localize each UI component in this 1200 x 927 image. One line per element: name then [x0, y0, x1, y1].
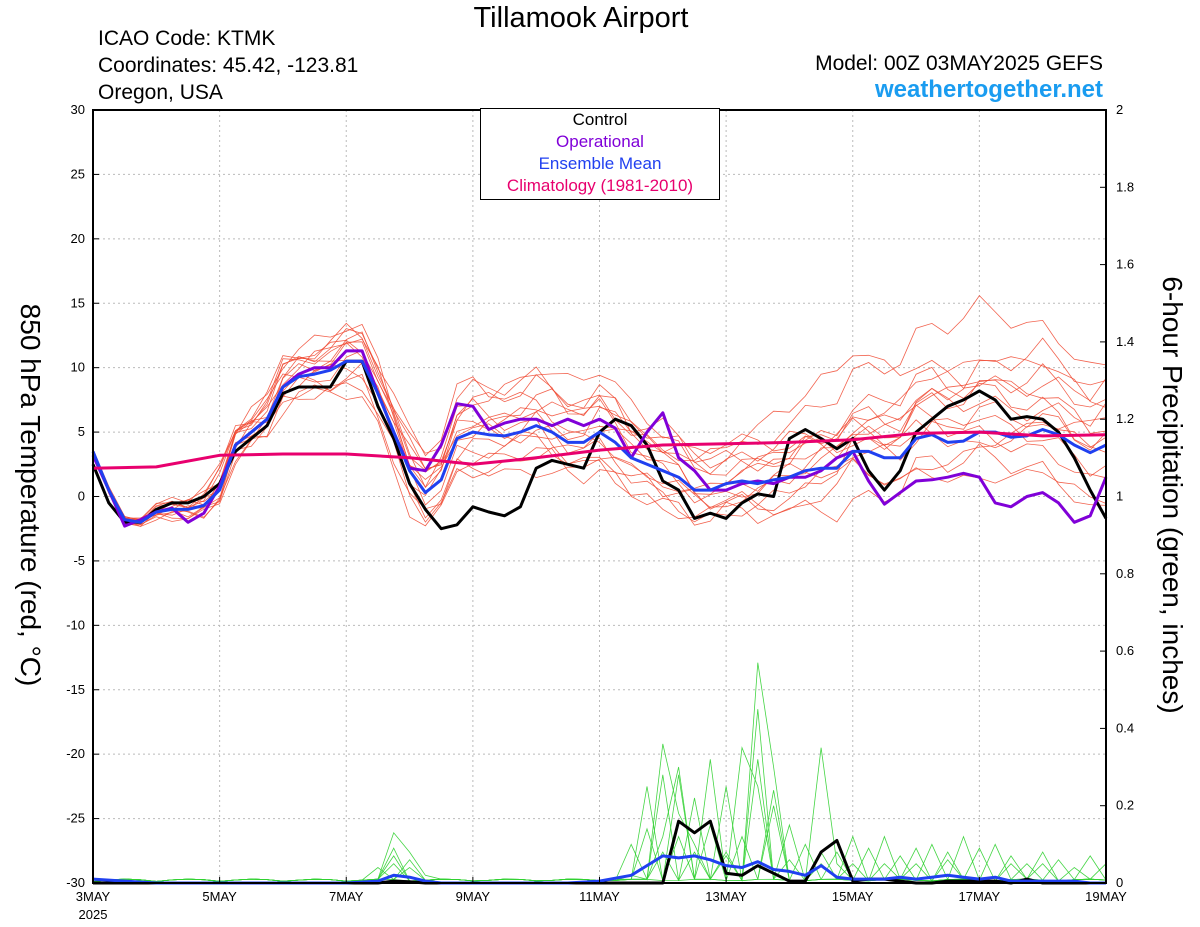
x-tick-label: 5MAY — [202, 889, 237, 904]
y-right-tick-label: 0.8 — [1116, 566, 1134, 581]
y-right-tick-label: 1.2 — [1116, 411, 1134, 426]
temp-series-ensemble-mean — [91, 359, 1107, 524]
temperature-member-line — [92, 294, 1107, 524]
x-tick-year-label: 2025 — [79, 907, 108, 922]
temperature-member-line — [92, 337, 1107, 523]
legend-ensemble-mean: Ensemble Mean — [538, 154, 662, 173]
precipitation-member-line — [92, 766, 1107, 882]
region: Oregon, USA — [98, 81, 223, 104]
y-left-tick-label: 25 — [71, 166, 85, 181]
temperature-member-line — [92, 323, 1107, 519]
legend-operational: Operational — [556, 132, 644, 151]
legend-control: Control — [572, 110, 628, 129]
y-left-tick-label: 5 — [78, 424, 85, 439]
y-right-tick-label: 1.8 — [1116, 179, 1134, 194]
y-left-tick-label: 10 — [71, 360, 85, 375]
y-right-tick-label: 1.6 — [1116, 257, 1134, 272]
y-axis-left-label: 850 hPa Temperature (red, °C) — [15, 303, 46, 687]
temperature-member-line — [92, 328, 1107, 525]
y-right-tick-label: 0.4 — [1116, 720, 1134, 735]
y-left-tick-label: -15 — [66, 682, 85, 697]
legend-climatology: Climatology (1981-2010) — [506, 176, 694, 195]
y-right-tick-label: 0.6 — [1116, 643, 1134, 658]
y-left-tick-label: -25 — [66, 811, 85, 826]
chart-title: Tillamook Airport — [473, 2, 689, 34]
temperature-member-line — [92, 331, 1107, 522]
y-left-tick-label: -30 — [66, 875, 85, 890]
y-left-tick-label: 15 — [71, 295, 85, 310]
x-tick-label: 3MAY — [76, 889, 111, 904]
y-left-tick-label: -10 — [66, 617, 85, 632]
y-right-tick-label: 2 — [1116, 102, 1123, 117]
axes: -30-25-20-15-10-505101520253000.20.40.60… — [66, 102, 1134, 922]
y-right-tick-label: 0.2 — [1116, 798, 1134, 813]
y-right-tick-label: 1.4 — [1116, 334, 1134, 349]
y-left-tick-label: -5 — [73, 553, 85, 568]
y-left-tick-label: -20 — [66, 746, 85, 761]
y-left-tick-label: 20 — [71, 231, 85, 246]
x-tick-label: 13MAY — [705, 889, 747, 904]
site-link[interactable]: weathertogether.net — [874, 76, 1103, 103]
temperature-member-line — [92, 338, 1107, 524]
coordinates: Coordinates: 45.42, -123.81 — [98, 54, 359, 77]
y-left-tick-label: 0 — [78, 489, 85, 504]
temp-series-climatology-1981-2010- — [92, 430, 1107, 470]
legend: Control Operational Ensemble Mean Climat… — [480, 108, 720, 200]
x-tick-label: 9MAY — [456, 889, 491, 904]
x-tick-label: 7MAY — [329, 889, 364, 904]
model-run: Model: 00Z 03MAY2025 GEFS — [815, 52, 1103, 75]
x-tick-label: 15MAY — [832, 889, 874, 904]
x-tick-label: 11MAY — [579, 889, 620, 904]
y-right-tick-label: 0 — [1116, 875, 1123, 890]
temperature-member-line — [92, 382, 1107, 527]
y-axis-right-label: 6-hour Precipitation (green, inches) — [1157, 276, 1188, 714]
grid — [92, 109, 1107, 884]
x-tick-label: 17MAY — [959, 889, 1001, 904]
temperature-member-line — [92, 322, 1107, 521]
temperature-member-line — [92, 349, 1107, 527]
icao-code: ICAO Code: KTMK — [98, 27, 276, 50]
x-tick-label: 19MAY — [1085, 889, 1127, 904]
y-left-tick-label: 30 — [71, 102, 85, 117]
y-right-tick-label: 1 — [1116, 489, 1123, 504]
